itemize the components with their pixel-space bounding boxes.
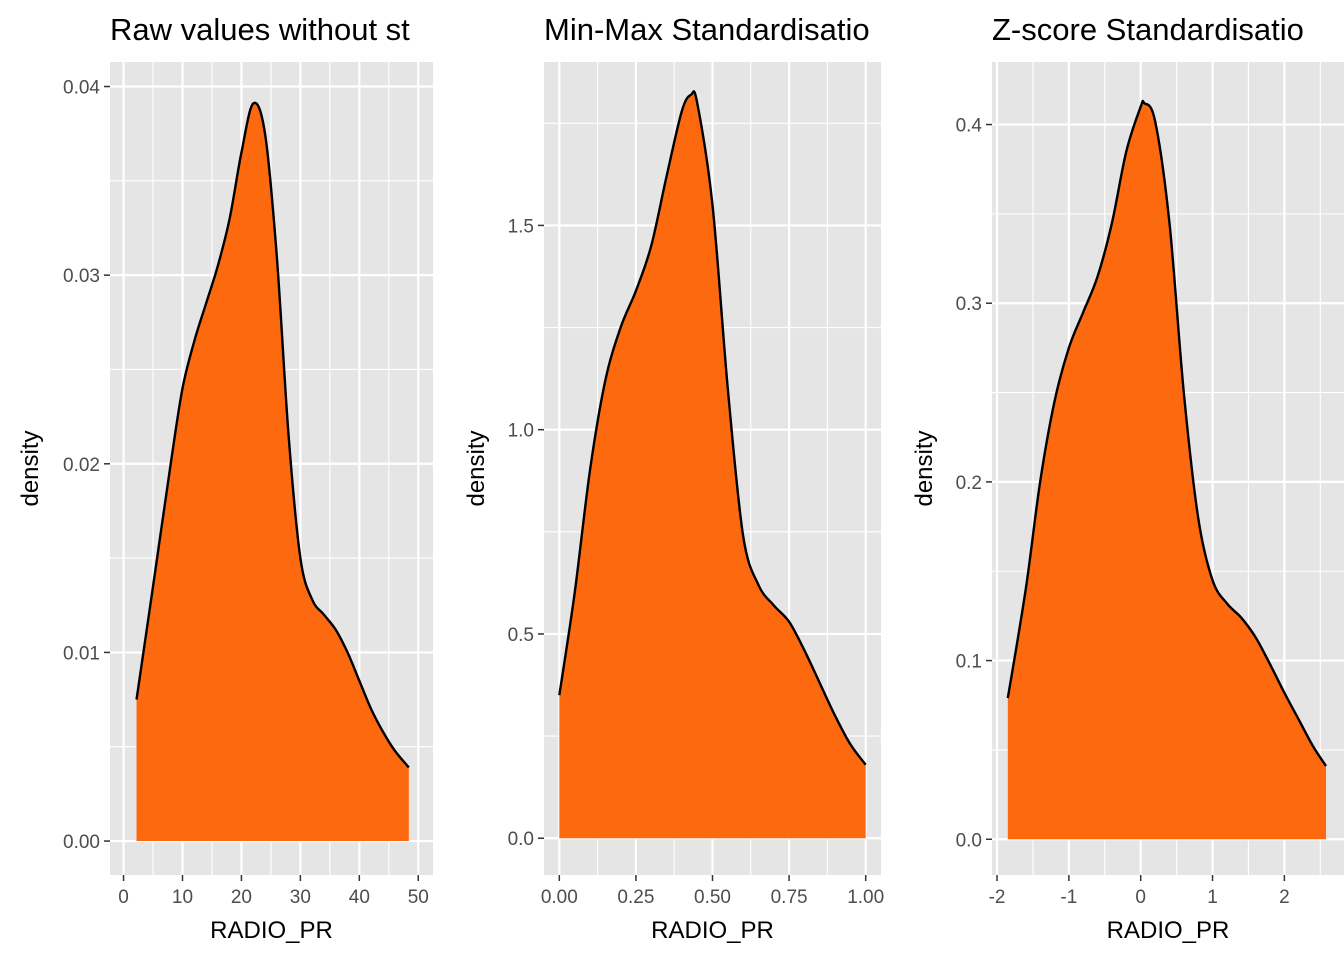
density-area	[136, 102, 409, 842]
y-tick-label: 0.5	[508, 625, 534, 646]
y-tick-label: 0.2	[956, 473, 982, 494]
x-tick-label: 0.50	[694, 887, 731, 908]
y-axis-label: density	[911, 430, 938, 506]
panel-zscore: -2 -1 0 1 2 0.0 0.1 0.2 0.3 0.4 Z-score Standardis…	[911, 12, 1344, 944]
density-curve	[558, 90, 867, 766]
x-axis-label: RADIO_PR	[651, 917, 774, 944]
y-tick-label: 0.4	[956, 116, 983, 137]
y-tick-label: 0.04	[63, 78, 100, 99]
x-axis-label: RADIO_PR	[1107, 917, 1230, 944]
x-tick-label: 10	[172, 887, 193, 908]
x-tick-label: 50	[408, 887, 429, 908]
x-axis-label: RADIO_PR	[210, 917, 333, 944]
y-tick-label: 0.00	[63, 832, 100, 853]
y-tick-label: 0.02	[63, 455, 100, 476]
axis-ticks: -2 -1 0 1 2 0.0 0.1 0.2 0.3 0.4	[956, 116, 1290, 908]
density-area	[1007, 100, 1327, 840]
y-tick-label: 1.5	[508, 216, 534, 237]
y-axis-label: density	[463, 430, 490, 506]
axis-ticks: 0.00 0.25 0.50 0.75 1.00 0.0 0.5 1.0 1.5	[508, 216, 885, 908]
y-tick-label: 0.0	[508, 829, 534, 850]
panel-title: Raw values without st	[110, 12, 410, 47]
density-area	[559, 91, 866, 839]
y-tick-label: 0.01	[63, 643, 100, 664]
y-tick-label: 0.1	[956, 652, 982, 673]
panel-raw: 0 10 20 30 40 50 0.00 0.01 0.02 0.03 0.04 Raw value…	[17, 12, 433, 944]
x-tick-label: 0.00	[541, 887, 578, 908]
panel-title: Z-score Standardisatio	[992, 12, 1304, 47]
y-tick-label: 0.03	[63, 266, 100, 287]
axis-ticks: 0 10 20 30 40 50 0.00 0.01 0.02 0.03 0.04	[63, 78, 429, 908]
x-tick-label: -2	[989, 887, 1006, 908]
x-tick-label: 0.25	[617, 887, 654, 908]
density-curve	[135, 101, 410, 769]
x-tick-label: 2	[1279, 887, 1290, 908]
y-tick-label: 0.3	[956, 294, 982, 315]
y-tick-label: 0.0	[956, 830, 982, 851]
density-curve	[1006, 99, 1328, 767]
x-tick-label: 20	[231, 887, 252, 908]
x-tick-label: -1	[1060, 887, 1077, 908]
panel-title: Min-Max Standardisatio	[544, 12, 870, 47]
x-tick-label: 40	[349, 887, 370, 908]
x-tick-label: 0	[1135, 887, 1146, 908]
x-tick-label: 1.00	[847, 887, 884, 908]
x-tick-label: 30	[290, 887, 311, 908]
y-axis-label: density	[17, 430, 44, 506]
x-tick-label: 0	[118, 887, 129, 908]
x-tick-label: 0.75	[771, 887, 808, 908]
x-tick-label: 1	[1207, 887, 1218, 908]
panel-minmax: 0.00 0.25 0.50 0.75 1.00 0.0 0.5 1.0 1.5 Min-Max …	[463, 12, 885, 944]
y-tick-label: 1.0	[508, 421, 534, 442]
